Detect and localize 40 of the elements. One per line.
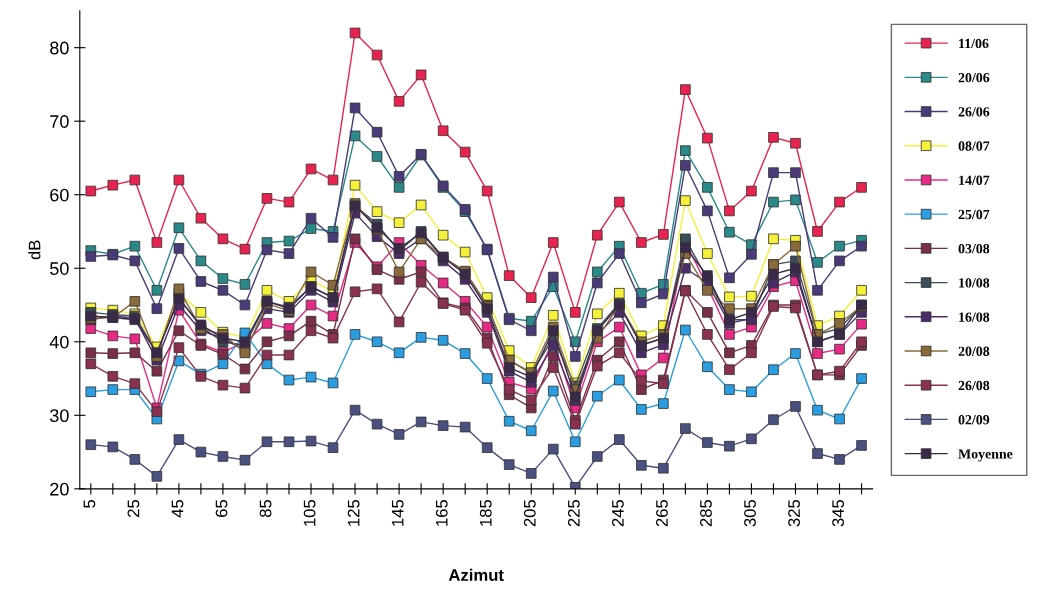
x-tick-label: 65 (215, 499, 228, 517)
legend-label: 11/06 (959, 38, 989, 49)
x-tick-label: 225 (567, 499, 580, 527)
legend-label: 26/08 (958, 380, 990, 391)
legend-label: 10/08 (959, 278, 990, 288)
x-tick-label: 205 (523, 499, 536, 527)
x-tick-label: 165 (435, 499, 448, 526)
y-tick-label: 30 (49, 409, 69, 423)
x-tick-label: 285 (700, 499, 712, 527)
x-tick-label: 125 (347, 499, 360, 526)
legend-label: Moyenne (958, 449, 1013, 462)
legend-label: 20/06 (958, 72, 990, 83)
x-tick-label: 265 (656, 499, 668, 527)
x-tick-label: 25 (127, 499, 140, 517)
x-tick-label: 105 (303, 499, 316, 526)
y-tick-label: 70 (50, 115, 69, 128)
legend-label: 26/06 (958, 107, 990, 117)
legend-label: 14/07 (959, 175, 990, 185)
legend-label: 02/09 (958, 415, 990, 425)
y-tick-label: 60 (50, 188, 69, 202)
legend-label: 16/08 (959, 312, 990, 322)
x-axis-title: Azimut (448, 568, 504, 581)
legend-label: 08/07 (958, 141, 990, 151)
x-tick-label: 45 (171, 499, 184, 518)
y-tick-label: 50 (50, 262, 69, 275)
x-tick-label: 245 (611, 499, 624, 527)
legend-label: 03/08 (958, 243, 990, 254)
x-tick-label: 85 (259, 499, 272, 518)
y-tick-label: 20 (50, 482, 69, 496)
legend-label: 20/08 (958, 346, 990, 356)
y-axis-title: dB (28, 240, 41, 260)
x-tick-label: 305 (744, 499, 756, 527)
x-tick-label: 325 (788, 499, 800, 527)
x-tick-label: 5 (83, 499, 96, 508)
x-tick-label: 345 (832, 499, 844, 527)
legend-label: 25/07 (958, 209, 990, 220)
y-tick-label: 40 (49, 335, 69, 349)
x-tick-label: 185 (479, 499, 492, 526)
y-tick-label: 80 (50, 41, 69, 55)
x-tick-label: 145 (391, 499, 404, 526)
